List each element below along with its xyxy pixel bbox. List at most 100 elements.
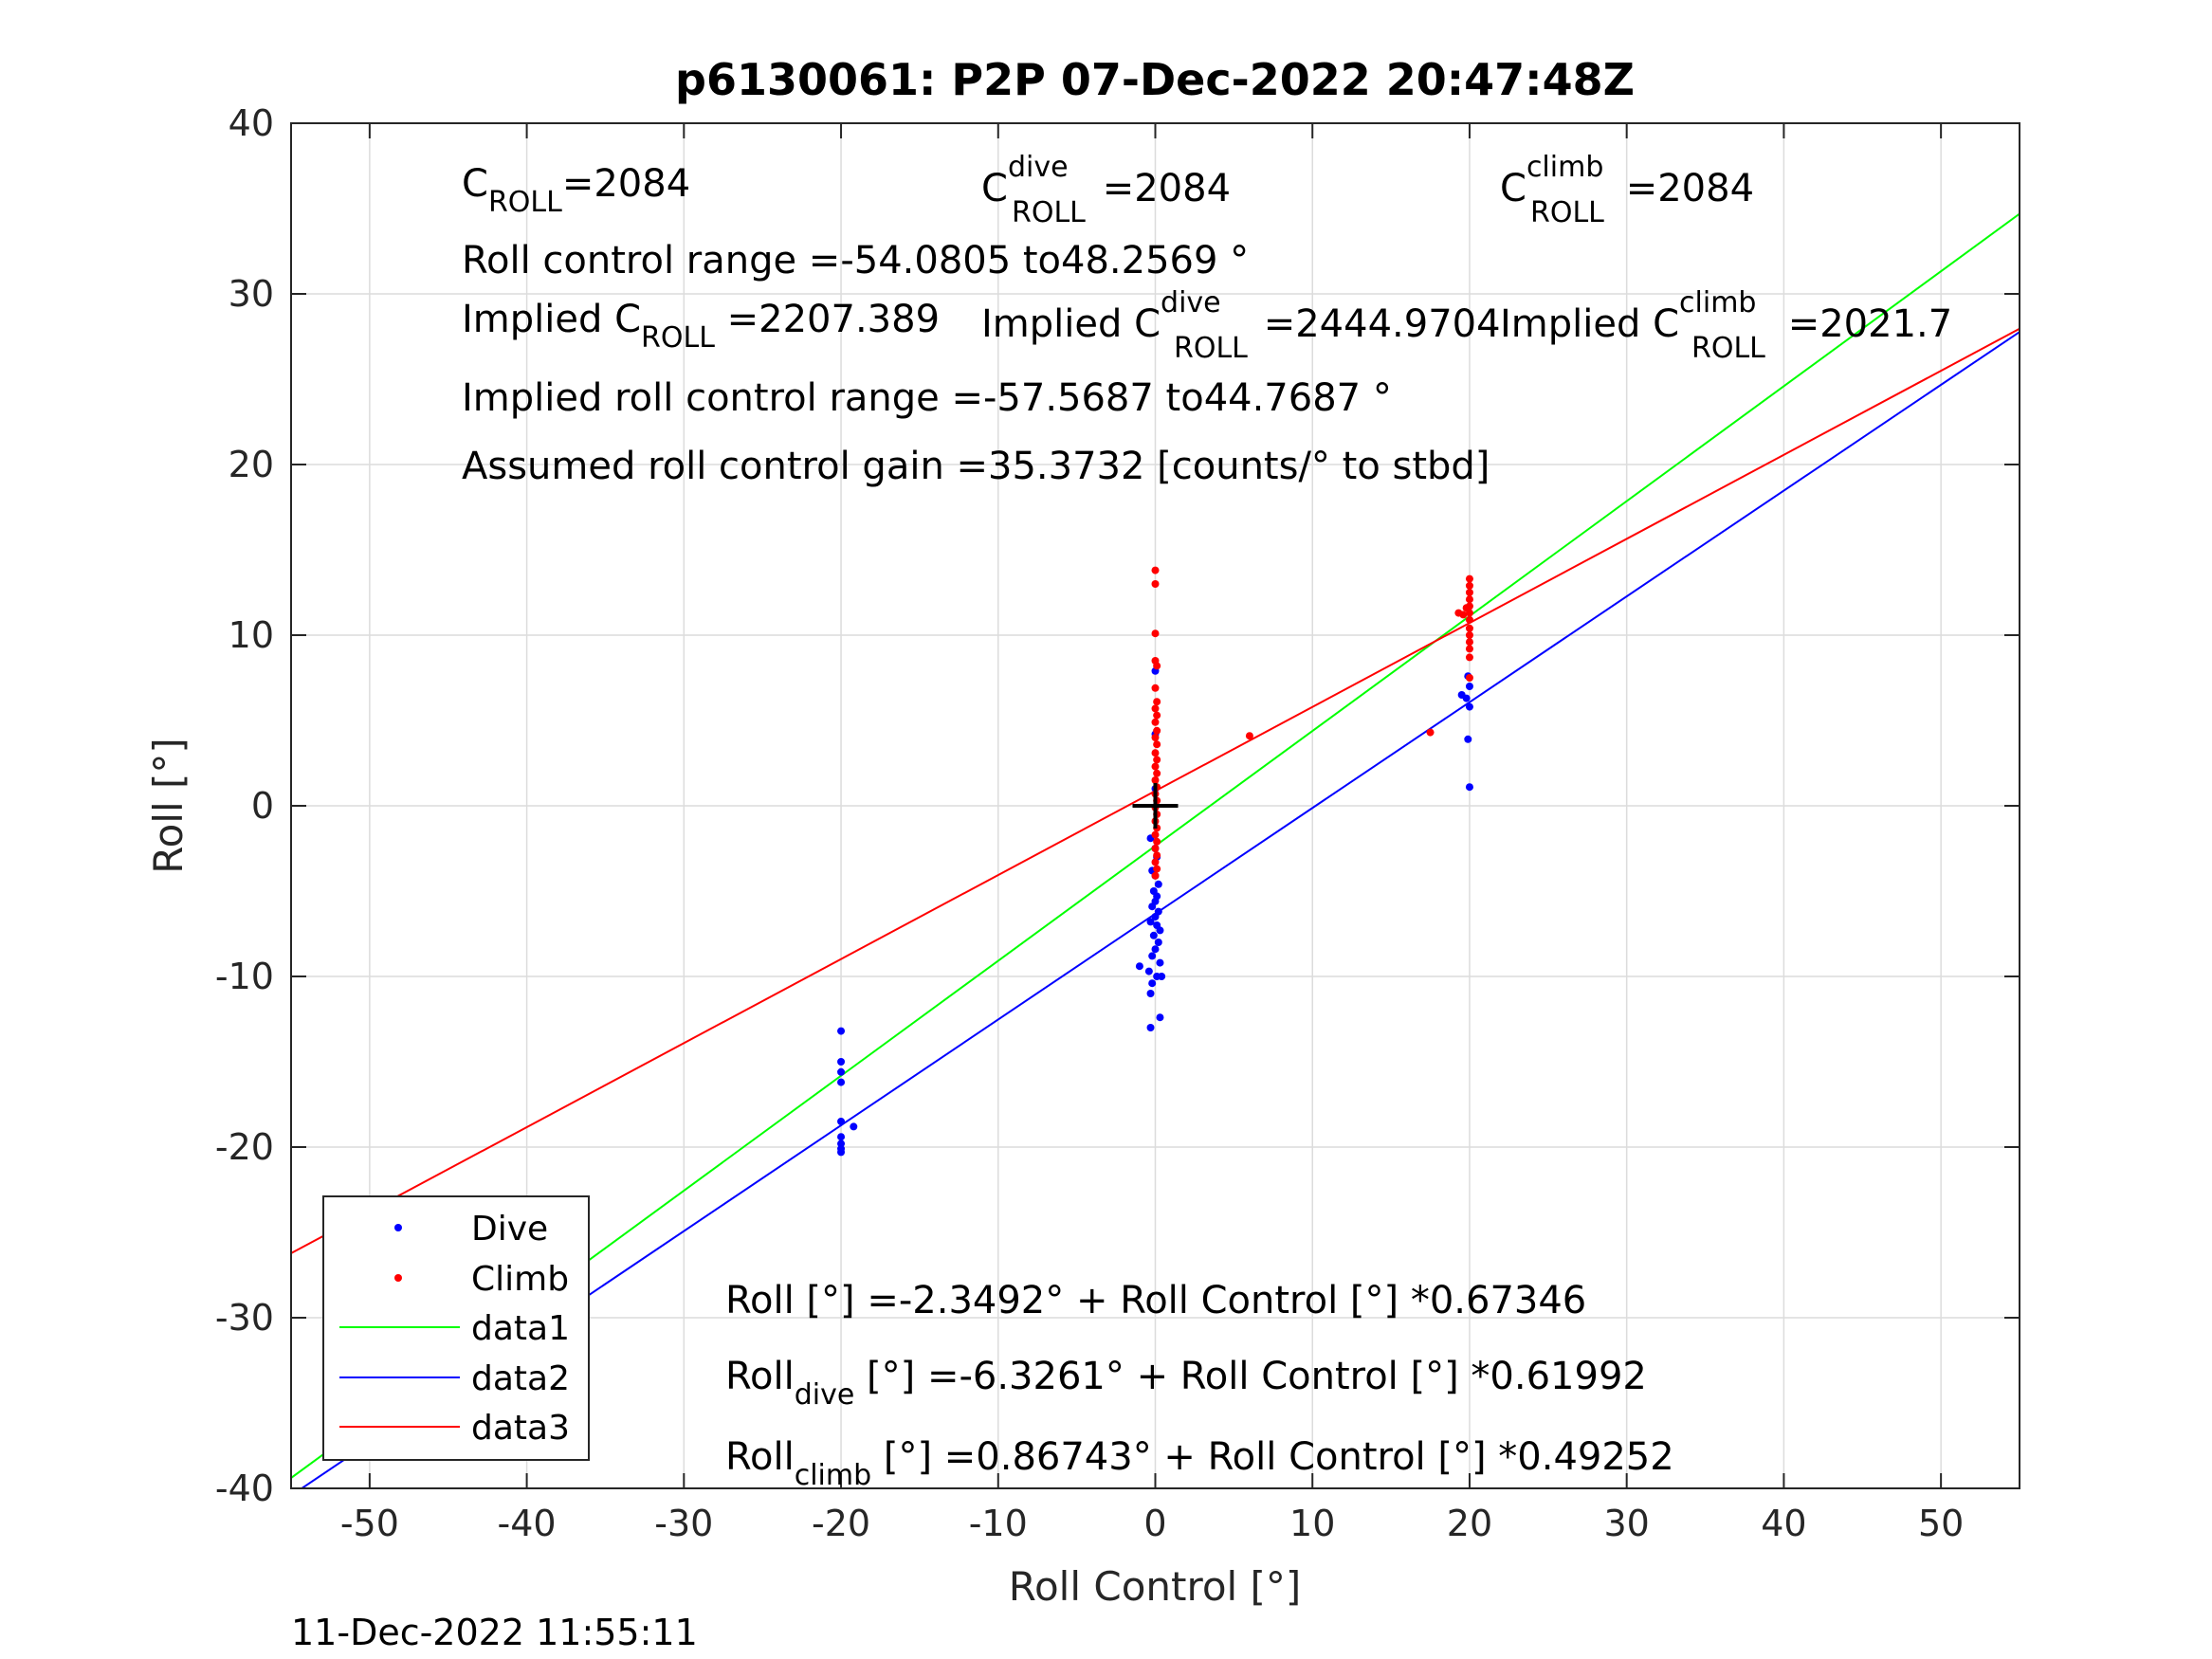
- point-dive: [1135, 962, 1143, 971]
- point-climb: [1151, 871, 1160, 880]
- x-tick-label: 40: [1761, 1503, 1806, 1544]
- point-climb: [1153, 711, 1161, 720]
- x-tick-label: -10: [969, 1503, 1028, 1544]
- legend-dive-label: Dive: [471, 1210, 548, 1249]
- point-dive: [1148, 902, 1157, 911]
- legend-data1-label: data1: [471, 1309, 570, 1348]
- point-climb: [1465, 638, 1473, 647]
- x-tick-label: -40: [498, 1503, 557, 1544]
- point-dive: [1144, 967, 1153, 975]
- point-climb: [1426, 728, 1435, 737]
- point-climb: [1151, 858, 1160, 866]
- implied-c-roll: Implied CROLL =2207.389: [462, 298, 940, 355]
- point-dive: [1158, 973, 1166, 980]
- point-dive: [1148, 952, 1157, 960]
- point-climb: [1151, 776, 1160, 784]
- point-climb: [1459, 611, 1468, 619]
- x-tick-label: 0: [1143, 1503, 1166, 1544]
- point-climb: [1153, 756, 1161, 764]
- point-climb: [1153, 698, 1161, 706]
- c-roll-climb-annotation: Cclimb ROLL =2084: [1500, 151, 1754, 229]
- roll-control-range: Roll control range =-54.0805 to48.2569 °: [462, 239, 1249, 283]
- point-dive: [837, 1027, 846, 1035]
- point-dive: [1149, 931, 1158, 939]
- point-climb: [1151, 566, 1160, 574]
- footer-timestamp: 11-Dec-2022 11:55:11: [291, 1612, 698, 1653]
- point-climb: [1153, 726, 1161, 735]
- point-climb: [1465, 602, 1473, 611]
- y-tick-label: 0: [251, 785, 274, 827]
- point-climb: [1153, 837, 1161, 846]
- point-dive: [837, 1078, 846, 1086]
- point-dive: [1462, 694, 1471, 702]
- point-dive: [1146, 1024, 1155, 1031]
- point-climb: [1153, 769, 1161, 777]
- y-tick-label: -10: [215, 956, 274, 997]
- legend-data2-label: data2: [471, 1359, 570, 1398]
- point-dive: [1146, 918, 1155, 926]
- point-climb: [1465, 653, 1473, 662]
- c-roll-dive-annotation: Cdive ROLL =2084: [981, 151, 1231, 229]
- point-dive: [1151, 913, 1160, 921]
- point-climb: [1151, 762, 1160, 771]
- point-dive: [1148, 979, 1157, 988]
- point-dive: [1156, 958, 1164, 967]
- axes-box: [290, 122, 2020, 1489]
- x-axis-label: Roll Control [°]: [1009, 1563, 1302, 1610]
- legend-dive-marker: [394, 1224, 402, 1231]
- implied-c-roll-climb: Implied Cclimb ROLL =2021.7: [1500, 286, 1952, 365]
- fit-dive-annotation: Rolldive [°] =-6.3261° + Roll Control [°…: [725, 1355, 1647, 1412]
- point-dive: [837, 1148, 846, 1157]
- point-climb: [1465, 645, 1473, 653]
- point-climb: [1153, 851, 1161, 860]
- legend-climb-marker: [394, 1274, 402, 1282]
- point-dive: [1151, 945, 1160, 954]
- point-dive: [850, 1122, 858, 1131]
- point-dive: [1156, 1013, 1164, 1022]
- point-dive: [1465, 683, 1473, 690]
- x-tick-label: 20: [1447, 1503, 1492, 1544]
- c-roll-annotation: CROLL=2084: [462, 162, 690, 219]
- center-marker: [1132, 783, 1179, 829]
- point-dive: [1465, 783, 1473, 792]
- y-tick-label: 40: [229, 102, 274, 144]
- implied-roll-control-range: Implied roll control range =-57.5687 to4…: [462, 376, 1392, 420]
- legend-climb-label: Climb: [471, 1260, 569, 1299]
- point-dive: [837, 1067, 846, 1076]
- y-tick-label: -30: [215, 1297, 274, 1339]
- point-climb: [1151, 830, 1160, 839]
- point-climb: [1151, 580, 1160, 588]
- x-tick-label: 50: [1918, 1503, 1964, 1544]
- point-climb: [1153, 740, 1161, 749]
- point-dive: [1156, 926, 1164, 935]
- point-climb: [1465, 609, 1473, 617]
- x-tick-label: -20: [812, 1503, 870, 1544]
- point-dive: [1146, 990, 1155, 997]
- legend: Dive Climb data1 data2 data3: [322, 1195, 590, 1461]
- point-climb: [1151, 749, 1160, 757]
- chart-title: p6130061: P2P 07-Dec-2022 20:47:48Z: [675, 54, 1635, 105]
- x-tick-label: 30: [1604, 1503, 1650, 1544]
- y-tick-label: 10: [229, 614, 274, 656]
- point-climb: [1151, 704, 1160, 713]
- point-dive: [1154, 880, 1162, 888]
- point-dive: [837, 1118, 846, 1125]
- point-climb: [1151, 718, 1160, 726]
- assumed-roll-control-gain: Assumed roll control gain =35.3732 [coun…: [462, 445, 1490, 488]
- y-axis-label: Roll [°]: [145, 738, 192, 873]
- implied-c-roll-dive: Implied Cdive ROLL =2444.9704: [981, 286, 1501, 365]
- point-climb: [1465, 589, 1473, 596]
- point-dive: [1465, 702, 1473, 711]
- point-dive: [837, 1133, 846, 1141]
- point-dive: [837, 1058, 846, 1066]
- legend-data3-label: data3: [471, 1409, 570, 1448]
- y-tick-label: 20: [229, 444, 274, 485]
- point-climb: [1153, 865, 1161, 873]
- point-climb: [1151, 734, 1160, 741]
- point-climb: [1465, 595, 1473, 604]
- point-climb: [1153, 662, 1161, 670]
- point-dive: [1154, 939, 1162, 946]
- fit-climb-annotation: Rollclimb [°] =0.86743° + Roll Control […: [725, 1435, 1674, 1492]
- point-climb: [1245, 732, 1253, 740]
